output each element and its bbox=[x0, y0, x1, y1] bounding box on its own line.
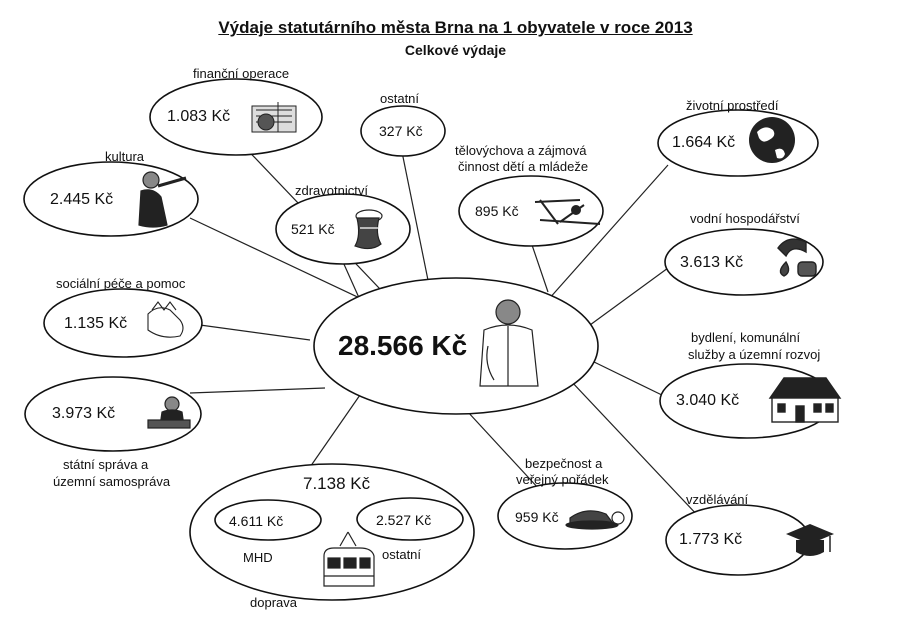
label-doprava-ostatni: ostatní bbox=[382, 547, 422, 562]
page-title: Výdaje statutárního města Brna na 1 obyv… bbox=[218, 18, 693, 37]
connector-vodni-hospodarstvi bbox=[589, 267, 669, 326]
bubble-ostatni bbox=[360, 105, 446, 157]
person-icon bbox=[479, 299, 539, 387]
water-tap-icon bbox=[777, 238, 817, 277]
label-zivotni-prostredi: životní prostředí bbox=[686, 98, 779, 113]
label-bezpecnost-2: veřejný pořádek bbox=[516, 472, 609, 487]
connector-statni-sprava bbox=[189, 387, 326, 394]
value-socialni-pece: 1.135 Kč bbox=[64, 315, 128, 332]
label-bezpecnost-1: bezpečnost a bbox=[525, 456, 603, 471]
connector-bydleni bbox=[589, 359, 669, 399]
value-kultura: 2.445 Kč bbox=[50, 191, 114, 208]
label-telovychova-1: tělovýchova a zájmová bbox=[455, 143, 587, 158]
value-telovychova: 895 Kč bbox=[475, 203, 519, 219]
value-financni-operace: 1.083 Kč bbox=[167, 108, 231, 125]
bubble-socialni-pece bbox=[43, 288, 203, 358]
value-doprava-mhd: 4.611 Kč bbox=[229, 513, 284, 529]
tram-icon bbox=[323, 531, 375, 587]
value-ostatni: 327 Kč bbox=[379, 123, 423, 139]
globe-icon bbox=[749, 117, 795, 163]
connector-telovychova bbox=[530, 241, 549, 293]
label-statni-sprava-1: státní správa a bbox=[63, 457, 149, 472]
value-statni-sprava: 3.973 Kč bbox=[52, 405, 116, 422]
label-doprava-mhd: MHD bbox=[243, 550, 273, 565]
connector-ostatni bbox=[401, 151, 431, 291]
page-subtitle: Celkové výdaje bbox=[404, 42, 507, 58]
graduation-cap-icon bbox=[786, 524, 834, 556]
label-telovychova-2: činnost dětí a mládeže bbox=[458, 159, 589, 174]
value-zdravotnictvi: 521 Kč bbox=[291, 221, 335, 237]
value-doprava-ostatni: 2.527 Kč bbox=[376, 512, 432, 528]
bubble-bezpecnost bbox=[497, 482, 633, 550]
documents-icon bbox=[251, 102, 297, 133]
value-vzdelavani: 1.773 Kč bbox=[679, 531, 743, 548]
value-center: 28.566 Kč bbox=[338, 330, 468, 361]
label-financni-operace: finanční operace bbox=[193, 66, 290, 81]
label-socialni-pece: sociální péče a pomoc bbox=[56, 276, 186, 291]
connector-socialni-pece bbox=[199, 324, 311, 341]
connector-kultura bbox=[189, 217, 386, 311]
label-vzdelavani: vzdělávání bbox=[686, 492, 749, 507]
value-doprava: 7.138 Kč bbox=[303, 474, 371, 493]
label-bydleni-2: služby a územní rozvoj bbox=[688, 347, 821, 362]
label-statni-sprava-2: územní samospráva bbox=[53, 474, 171, 489]
musician-icon bbox=[138, 171, 187, 228]
bubble-doprava-mhd bbox=[214, 499, 322, 541]
label-zdravotnictvi: zdravotnictví bbox=[295, 183, 368, 198]
label-vodni-hospodarstvi: vodní hospodářství bbox=[690, 211, 800, 226]
connector-lines bbox=[189, 139, 701, 519]
bubble-financni-operace bbox=[149, 78, 323, 156]
label-kultura: kultura bbox=[105, 149, 145, 164]
label-bydleni-1: bydlení, komunální bbox=[691, 330, 801, 345]
police-cap-handcuffs-icon bbox=[565, 510, 625, 530]
value-bydleni: 3.040 Kč bbox=[676, 392, 740, 409]
bubble-statni-sprava bbox=[24, 376, 202, 452]
label-ostatni: ostatní bbox=[380, 91, 420, 106]
value-bezpecnost: 959 Kč bbox=[515, 509, 559, 525]
official-at-desk-icon bbox=[147, 396, 191, 429]
bubble-doprava-ostatni bbox=[356, 497, 464, 541]
connector-zivotni-prostredi bbox=[547, 164, 669, 301]
connector-doprava bbox=[307, 394, 361, 471]
gymnast-icon bbox=[534, 199, 601, 225]
connector-vzdelavani bbox=[569, 379, 701, 519]
bubble-telovychova bbox=[458, 175, 604, 247]
bandaged-hand-icon bbox=[354, 209, 383, 250]
helping-hands-icon bbox=[147, 301, 184, 338]
connector-zdravotnictvi bbox=[342, 261, 361, 301]
value-vodni-hospodarstvi: 3.613 Kč bbox=[680, 254, 744, 271]
label-doprava: doprava bbox=[250, 595, 297, 610]
value-zivotni-prostredi: 1.664 Kč bbox=[672, 134, 736, 151]
house-icon bbox=[768, 377, 842, 423]
